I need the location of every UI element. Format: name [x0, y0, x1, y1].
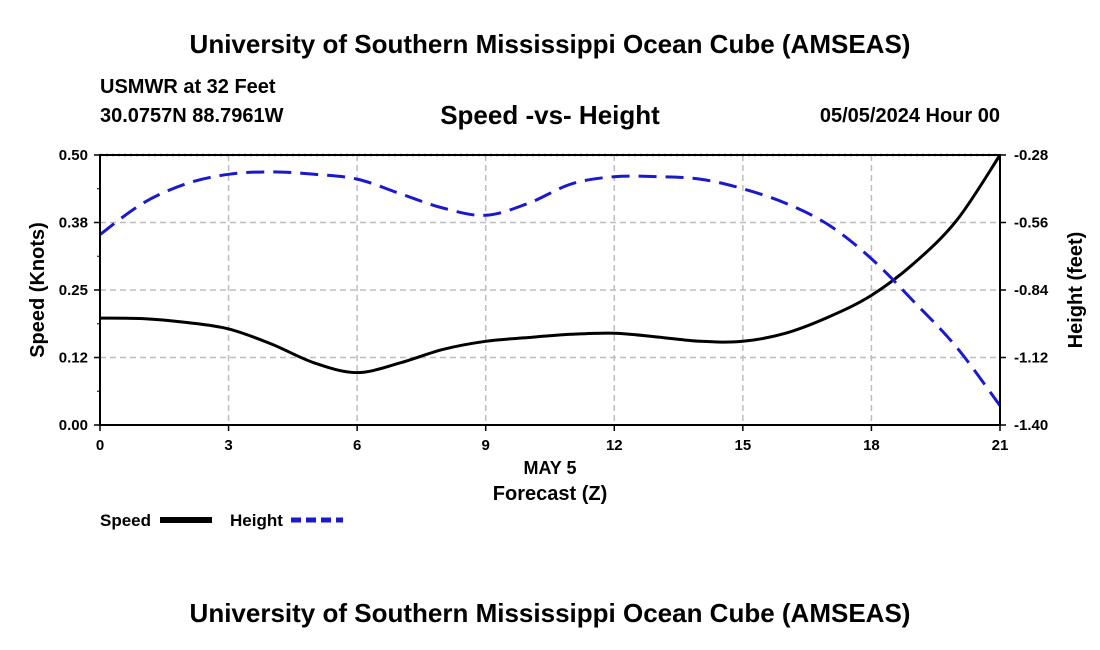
speed-series-line — [99, 154, 1002, 375]
bottom-title: University of Southern Mississippi Ocean… — [189, 598, 911, 628]
height-series-line — [99, 170, 1002, 407]
series-layer — [99, 154, 1002, 407]
y-right-tick-label: -0.84 — [1014, 282, 1049, 299]
x-axis-date-label: MAY 5 — [523, 458, 576, 478]
legend: Speed Height — [100, 511, 343, 530]
y-right-tick-label: -1.40 — [1014, 417, 1048, 434]
y-left-tick-label: 0.12 — [59, 350, 88, 367]
legend-height-label: Height — [230, 511, 283, 530]
y-axis-left-label: Speed (Knots) — [27, 222, 49, 358]
y-right-tick-label: -0.28 — [1014, 147, 1048, 164]
x-axis-label: Forecast (Z) — [493, 483, 607, 505]
label-layer: Speed (Knots) Height (feet) MAY 5 Foreca… — [27, 222, 1087, 505]
x-tick-label: 6 — [353, 437, 361, 454]
y-left-tick-label: 0.50 — [59, 147, 88, 164]
x-tick-label: 0 — [96, 437, 104, 454]
grid-layer — [100, 153, 1000, 425]
y-left-tick-label: 0.38 — [59, 215, 88, 232]
legend-speed-label: Speed — [100, 511, 151, 530]
top-title: University of Southern Mississippi Ocean… — [189, 29, 911, 59]
y-axis-right-label: Height (feet) — [1065, 232, 1087, 349]
y-left-tick-label: 0.25 — [59, 282, 88, 299]
y-left-tick-label: 0.00 — [59, 417, 88, 434]
station-name: USMWR at 32 Feet — [100, 76, 276, 98]
y-right-tick-label: -0.56 — [1014, 215, 1048, 232]
x-tick-label: 12 — [606, 437, 623, 454]
x-tick-label: 15 — [735, 437, 752, 454]
chart-subtitle: Speed -vs- Height — [440, 100, 660, 130]
tick-layer: 0 3 6 9 12 15 18 21 0.00 -1.40 0.12 -1.12 0.25 -0.84 0… — [59, 147, 1049, 454]
x-tick-label: 9 — [482, 437, 490, 454]
x-tick-label: 21 — [992, 437, 1009, 454]
y-right-tick-label: -1.12 — [1014, 350, 1048, 367]
station-coordinates: 30.0757N 88.7961W — [100, 105, 284, 127]
x-tick-label: 18 — [863, 437, 880, 454]
x-tick-label: 3 — [224, 437, 232, 454]
forecast-datetime: 05/05/2024 Hour 00 — [819, 105, 1000, 127]
